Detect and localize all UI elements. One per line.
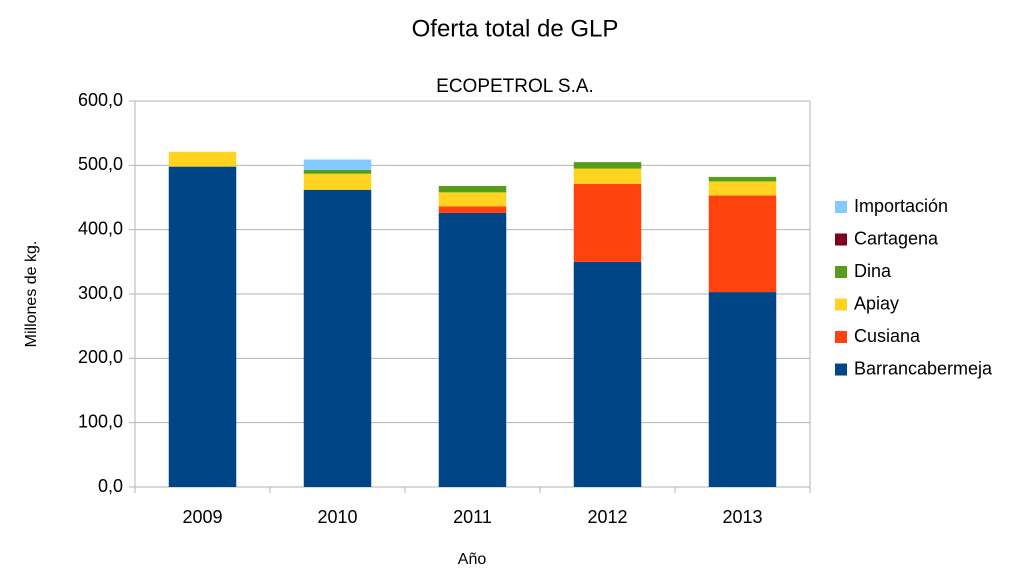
bar-segment (573, 168, 642, 184)
bar-segment (573, 162, 642, 169)
bar-segment (168, 151, 237, 167)
chart-title: Oferta total de GLP (412, 15, 619, 42)
bar-segment (573, 261, 642, 487)
x-tick-label: 2011 (453, 507, 492, 527)
y-tick-label: 400,0 (78, 218, 123, 238)
legend-swatch (835, 331, 847, 343)
legend-swatch (835, 233, 847, 246)
y-tick-label: 200,0 (78, 347, 123, 367)
y-tick-label: 300,0 (78, 283, 123, 303)
bar-segment (303, 189, 372, 487)
bar-segment (303, 169, 372, 174)
y-axis-label: Millones de kg. (23, 241, 40, 348)
legend-swatch (835, 266, 847, 278)
bar-segment (303, 159, 372, 170)
bar-segment (303, 173, 372, 190)
y-tick-label: 600,0 (78, 90, 123, 110)
x-tick-label: 2013 (722, 507, 762, 527)
x-tick-label: 2009 (182, 507, 222, 527)
legend-label: Importación (854, 196, 948, 216)
legend-swatch (835, 363, 847, 376)
legend-label: Cartagena (854, 228, 939, 248)
bar-segment (438, 192, 507, 207)
bar-segment (708, 181, 777, 196)
bar-segment (573, 183, 642, 262)
y-tick-label: 100,0 (78, 411, 123, 431)
bar-segment (438, 212, 507, 487)
chart-subtitle: ECOPETROL S.A. (436, 76, 594, 97)
y-tick-label: 500,0 (78, 154, 123, 174)
bar-segment (708, 176, 777, 182)
y-tick-label: 0,0 (98, 476, 123, 496)
bar-segment (708, 195, 777, 293)
legend-label: Barrancabermeja (854, 358, 993, 378)
legend-swatch (835, 201, 847, 213)
legend-label: Apiay (854, 293, 899, 313)
legend-label: Cusiana (854, 326, 921, 346)
legend-label: Dina (854, 261, 892, 281)
bar-segment (708, 292, 777, 487)
bar-segment (168, 166, 237, 487)
x-tick-label: 2012 (587, 507, 627, 527)
x-tick-label: 2010 (317, 507, 357, 527)
bar-segment (438, 206, 507, 213)
bar-segment (438, 185, 507, 193)
x-axis-label: Año (458, 551, 487, 568)
legend-swatch (835, 298, 847, 311)
